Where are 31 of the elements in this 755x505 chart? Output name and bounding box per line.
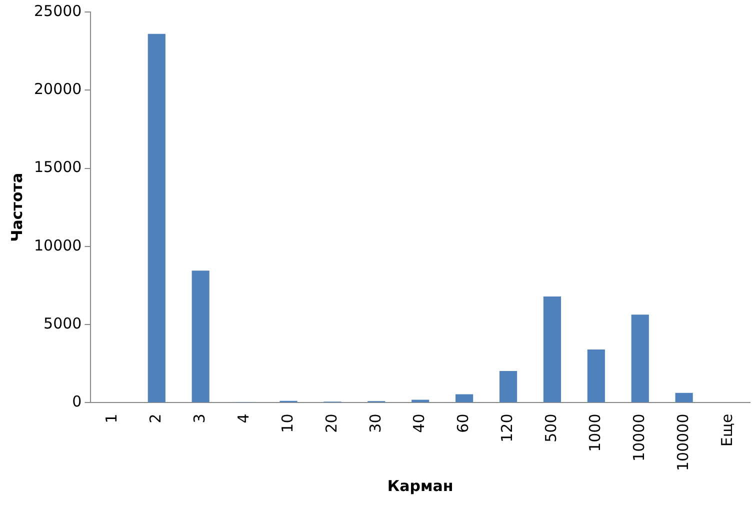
x-tick-label: 120 (498, 414, 516, 442)
bar (631, 314, 649, 402)
x-tick-label: 40 (410, 414, 428, 433)
x-tick-label: 60 (454, 414, 472, 433)
y-tick-label: 20000 (34, 80, 82, 98)
x-tick-label: 1000 (586, 414, 604, 452)
y-tick-label: 15000 (34, 158, 82, 176)
x-tick-label: 100000 (674, 414, 692, 472)
y-tick-label: 5000 (44, 314, 82, 332)
x-tick-label: 10000 (630, 414, 648, 462)
bar (456, 394, 474, 402)
bar (675, 392, 693, 402)
y-tick-label: 10000 (34, 236, 82, 254)
y-tick-label: 25000 (34, 2, 82, 20)
bar (148, 34, 166, 402)
x-tick-label: 30 (366, 414, 384, 433)
x-tick-label: 20 (322, 414, 340, 433)
x-tick-label: 2 (146, 414, 165, 424)
x-axis-title: Карман (387, 476, 454, 495)
bar (543, 296, 562, 402)
bar (192, 270, 210, 402)
x-tick-label: Еще (718, 414, 736, 447)
x-tick-label: 10 (278, 414, 296, 433)
x-tick-label: 4 (234, 414, 252, 424)
x-tick-label: 1 (102, 414, 121, 424)
bar (587, 349, 605, 402)
x-tick-label: 3 (190, 414, 208, 424)
x-tick-label: 500 (542, 414, 560, 442)
bar (499, 371, 518, 402)
y-tick-label: 0 (72, 392, 82, 411)
y-axis-title: Частота (8, 172, 26, 242)
